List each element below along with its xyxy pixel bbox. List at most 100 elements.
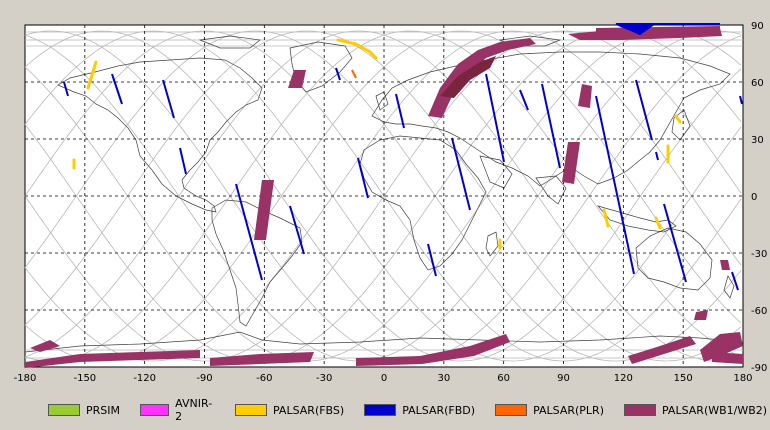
- fbd-track-2: [63, 81, 69, 97]
- coast-new-zealand: [723, 275, 735, 299]
- wb-swath-antarctic-6: [700, 332, 743, 362]
- orbit-track: [24, 30, 742, 362]
- wb-swath-antarctic-1: [25, 350, 200, 368]
- fbd-track-6: [289, 205, 305, 255]
- x-tick-label: 180: [733, 373, 752, 384]
- coast-madagascar: [485, 231, 499, 257]
- wb-swath-antarctic-5: [628, 336, 696, 364]
- plr-track-1: [351, 69, 357, 79]
- y-tick-label: 60: [751, 78, 764, 89]
- fbd-track-12: [519, 89, 529, 111]
- fbd-track-15: [635, 79, 653, 141]
- fbd-track-18: [739, 95, 743, 105]
- coast-japan: [671, 109, 691, 141]
- legend-item: PALSAR(WB1/WB2): [624, 404, 767, 417]
- legend-item: PALSAR(FBS): [235, 404, 344, 417]
- wb-swath-china: [578, 84, 592, 108]
- x-tick-label: -60: [256, 373, 272, 384]
- fbs-track-kuril: [674, 114, 682, 124]
- legend-item: PRSIM: [48, 404, 120, 417]
- y-tick-label: 90: [751, 21, 764, 32]
- x-tick-label: -150: [73, 373, 96, 384]
- legend-swatch: [495, 404, 528, 416]
- graticule: [25, 25, 743, 367]
- fbs-track-australia: [654, 216, 662, 230]
- x-tick-label: -90: [196, 373, 212, 384]
- wb-swath-india: [562, 142, 580, 184]
- fbd-track-11: [485, 73, 505, 163]
- fbs-track-arctic: [336, 38, 378, 60]
- fbd-track-14: [595, 95, 635, 275]
- orbit-track: [24, 30, 742, 362]
- y-tick-label: -60: [751, 306, 767, 317]
- fbd-track-10: [427, 243, 437, 277]
- legend-item: PALSAR(PLR): [495, 404, 604, 417]
- x-tick-label: 90: [557, 373, 570, 384]
- wb-swath-antarctic-7: [712, 352, 743, 364]
- x-tick-label: 120: [614, 373, 633, 384]
- fbd-track-20: [335, 67, 341, 81]
- x-tick-label: -180: [14, 373, 37, 384]
- legend-label: AVNIR-2: [175, 397, 213, 423]
- legend-swatch: [48, 404, 80, 416]
- fbd-track-13: [541, 83, 561, 169]
- coastlines: [24, 35, 744, 353]
- wb-swath-siberia-inner: [440, 56, 496, 98]
- fbd-track-3: [162, 79, 175, 119]
- legend-swatch: [364, 404, 397, 416]
- legend-label: PALSAR(FBD): [402, 403, 476, 417]
- orbit-track: [24, 30, 742, 362]
- coast-africa: [359, 135, 487, 271]
- fbd-track-22: [615, 23, 658, 36]
- fbs-track-alaska: [86, 60, 98, 90]
- legend-label: PALSAR(FBS): [273, 403, 345, 417]
- fbd-tracks: [63, 23, 743, 291]
- orbit-track: [24, 30, 742, 362]
- wb-swath-antarctic-4: [356, 334, 510, 366]
- wb-swath-brazil: [254, 180, 274, 240]
- x-tick-label: 60: [497, 373, 510, 384]
- coast-north-america: [57, 57, 263, 213]
- coast-australia: [635, 227, 713, 291]
- wb-swath-antarctic-2: [30, 340, 60, 352]
- y-axis-ticks: 90 60 30 0 -30 -60 -90: [751, 21, 767, 374]
- legend-label: PRSIM: [86, 403, 120, 417]
- fbd-track-8: [395, 93, 405, 129]
- fbs-tracks: [72, 38, 682, 250]
- y-tick-label: 0: [751, 192, 757, 203]
- wb-swath-south-pacific: [694, 310, 708, 320]
- fbd-track-16: [663, 203, 687, 283]
- legend-swatch: [140, 404, 170, 416]
- x-tick-label: -30: [316, 373, 332, 384]
- x-tick-label: -120: [133, 373, 156, 384]
- orbit-track: [24, 30, 742, 362]
- legend-item: AVNIR-2: [140, 397, 215, 423]
- fbd-track-5: [235, 183, 263, 281]
- y-tick-label: 30: [751, 135, 764, 146]
- wb-swath-nz: [720, 260, 730, 270]
- fbd-track-1: [111, 73, 123, 105]
- x-axis-ticks: -180 -150 -120 -90 -60 -30 0 30 60 90 120 150 180: [14, 373, 753, 384]
- x-tick-label: 30: [437, 373, 450, 384]
- legend-swatch: [235, 404, 267, 416]
- legend-item: PALSAR(FBD): [364, 404, 475, 417]
- coast-eurasia: [371, 51, 731, 187]
- x-tick-label: 150: [674, 373, 693, 384]
- fbs-track-indonesia: [602, 208, 610, 228]
- orbit-track: [24, 30, 742, 362]
- fbd-track-4: [179, 147, 187, 175]
- fbd-track-9: [451, 137, 471, 211]
- legend-label: PALSAR(PLR): [533, 403, 604, 417]
- legend-label: PALSAR(WB1/WB2): [662, 403, 768, 417]
- legend-swatch: [624, 404, 656, 416]
- coast-antarctica: [24, 331, 744, 353]
- wb-swath-siberia: [428, 38, 536, 118]
- fbd-track-21: [655, 151, 659, 161]
- legend: PRSIM AVNIR-2 PALSAR(FBS) PALSAR(FBD) PALSAR…: [48, 397, 770, 423]
- fbd-track-17: [731, 271, 739, 291]
- y-tick-label: -90: [751, 363, 767, 374]
- x-tick-label: 0: [381, 373, 387, 384]
- y-tick-label: -30: [751, 249, 767, 260]
- coast-uk: [375, 91, 389, 111]
